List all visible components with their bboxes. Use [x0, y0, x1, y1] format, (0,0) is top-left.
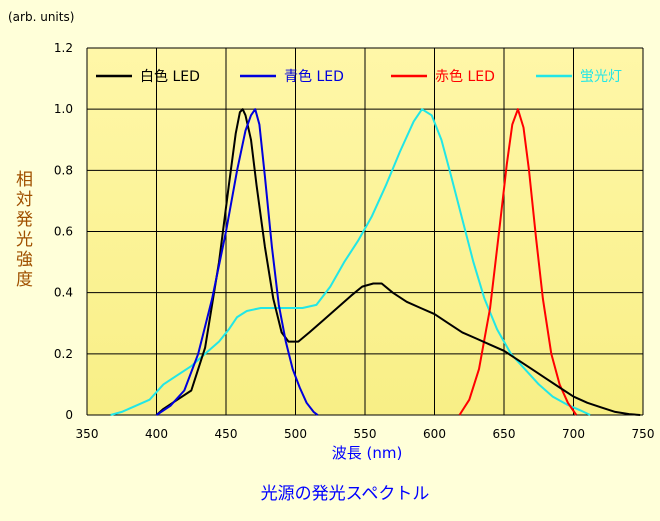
y-tick-label: 1.0 [54, 102, 73, 116]
legend-label: 赤色 LED [435, 68, 495, 85]
x-tick-label: 600 [423, 427, 446, 441]
series-line [155, 108, 319, 416]
y-unit-label: (arb. units) [8, 10, 74, 24]
y-tick-label: 0 [65, 408, 73, 422]
x-tick-label: 700 [562, 427, 585, 441]
y-tick-label: 0.2 [54, 347, 73, 361]
y-tick-label: 0.6 [54, 225, 73, 239]
x-tick-label: 350 [76, 427, 99, 441]
legend-label: 青色 LED [284, 68, 344, 85]
x-tick-label: 750 [632, 427, 655, 441]
chart-title: 光源の発光スペクトル [261, 484, 430, 504]
y-tick-label: 1.2 [54, 41, 73, 55]
series-line [155, 108, 641, 416]
x-tick-label: 650 [493, 427, 516, 441]
y-tick-label: 0.4 [54, 286, 73, 300]
y-tick-label: 0.8 [54, 163, 73, 177]
x-tick-label: 400 [145, 427, 168, 441]
x-tick-label: 500 [284, 427, 307, 441]
legend-label: 白色 LED [140, 68, 200, 85]
series-line [458, 108, 578, 416]
x-axis-title: 波長 (nm) [332, 444, 403, 462]
x-tick-label: 450 [215, 427, 238, 441]
x-tick-label: 550 [354, 427, 377, 441]
legend-label: 蛍光灯 [580, 69, 622, 85]
y-axis-title: 相対発光強度 [12, 170, 33, 290]
